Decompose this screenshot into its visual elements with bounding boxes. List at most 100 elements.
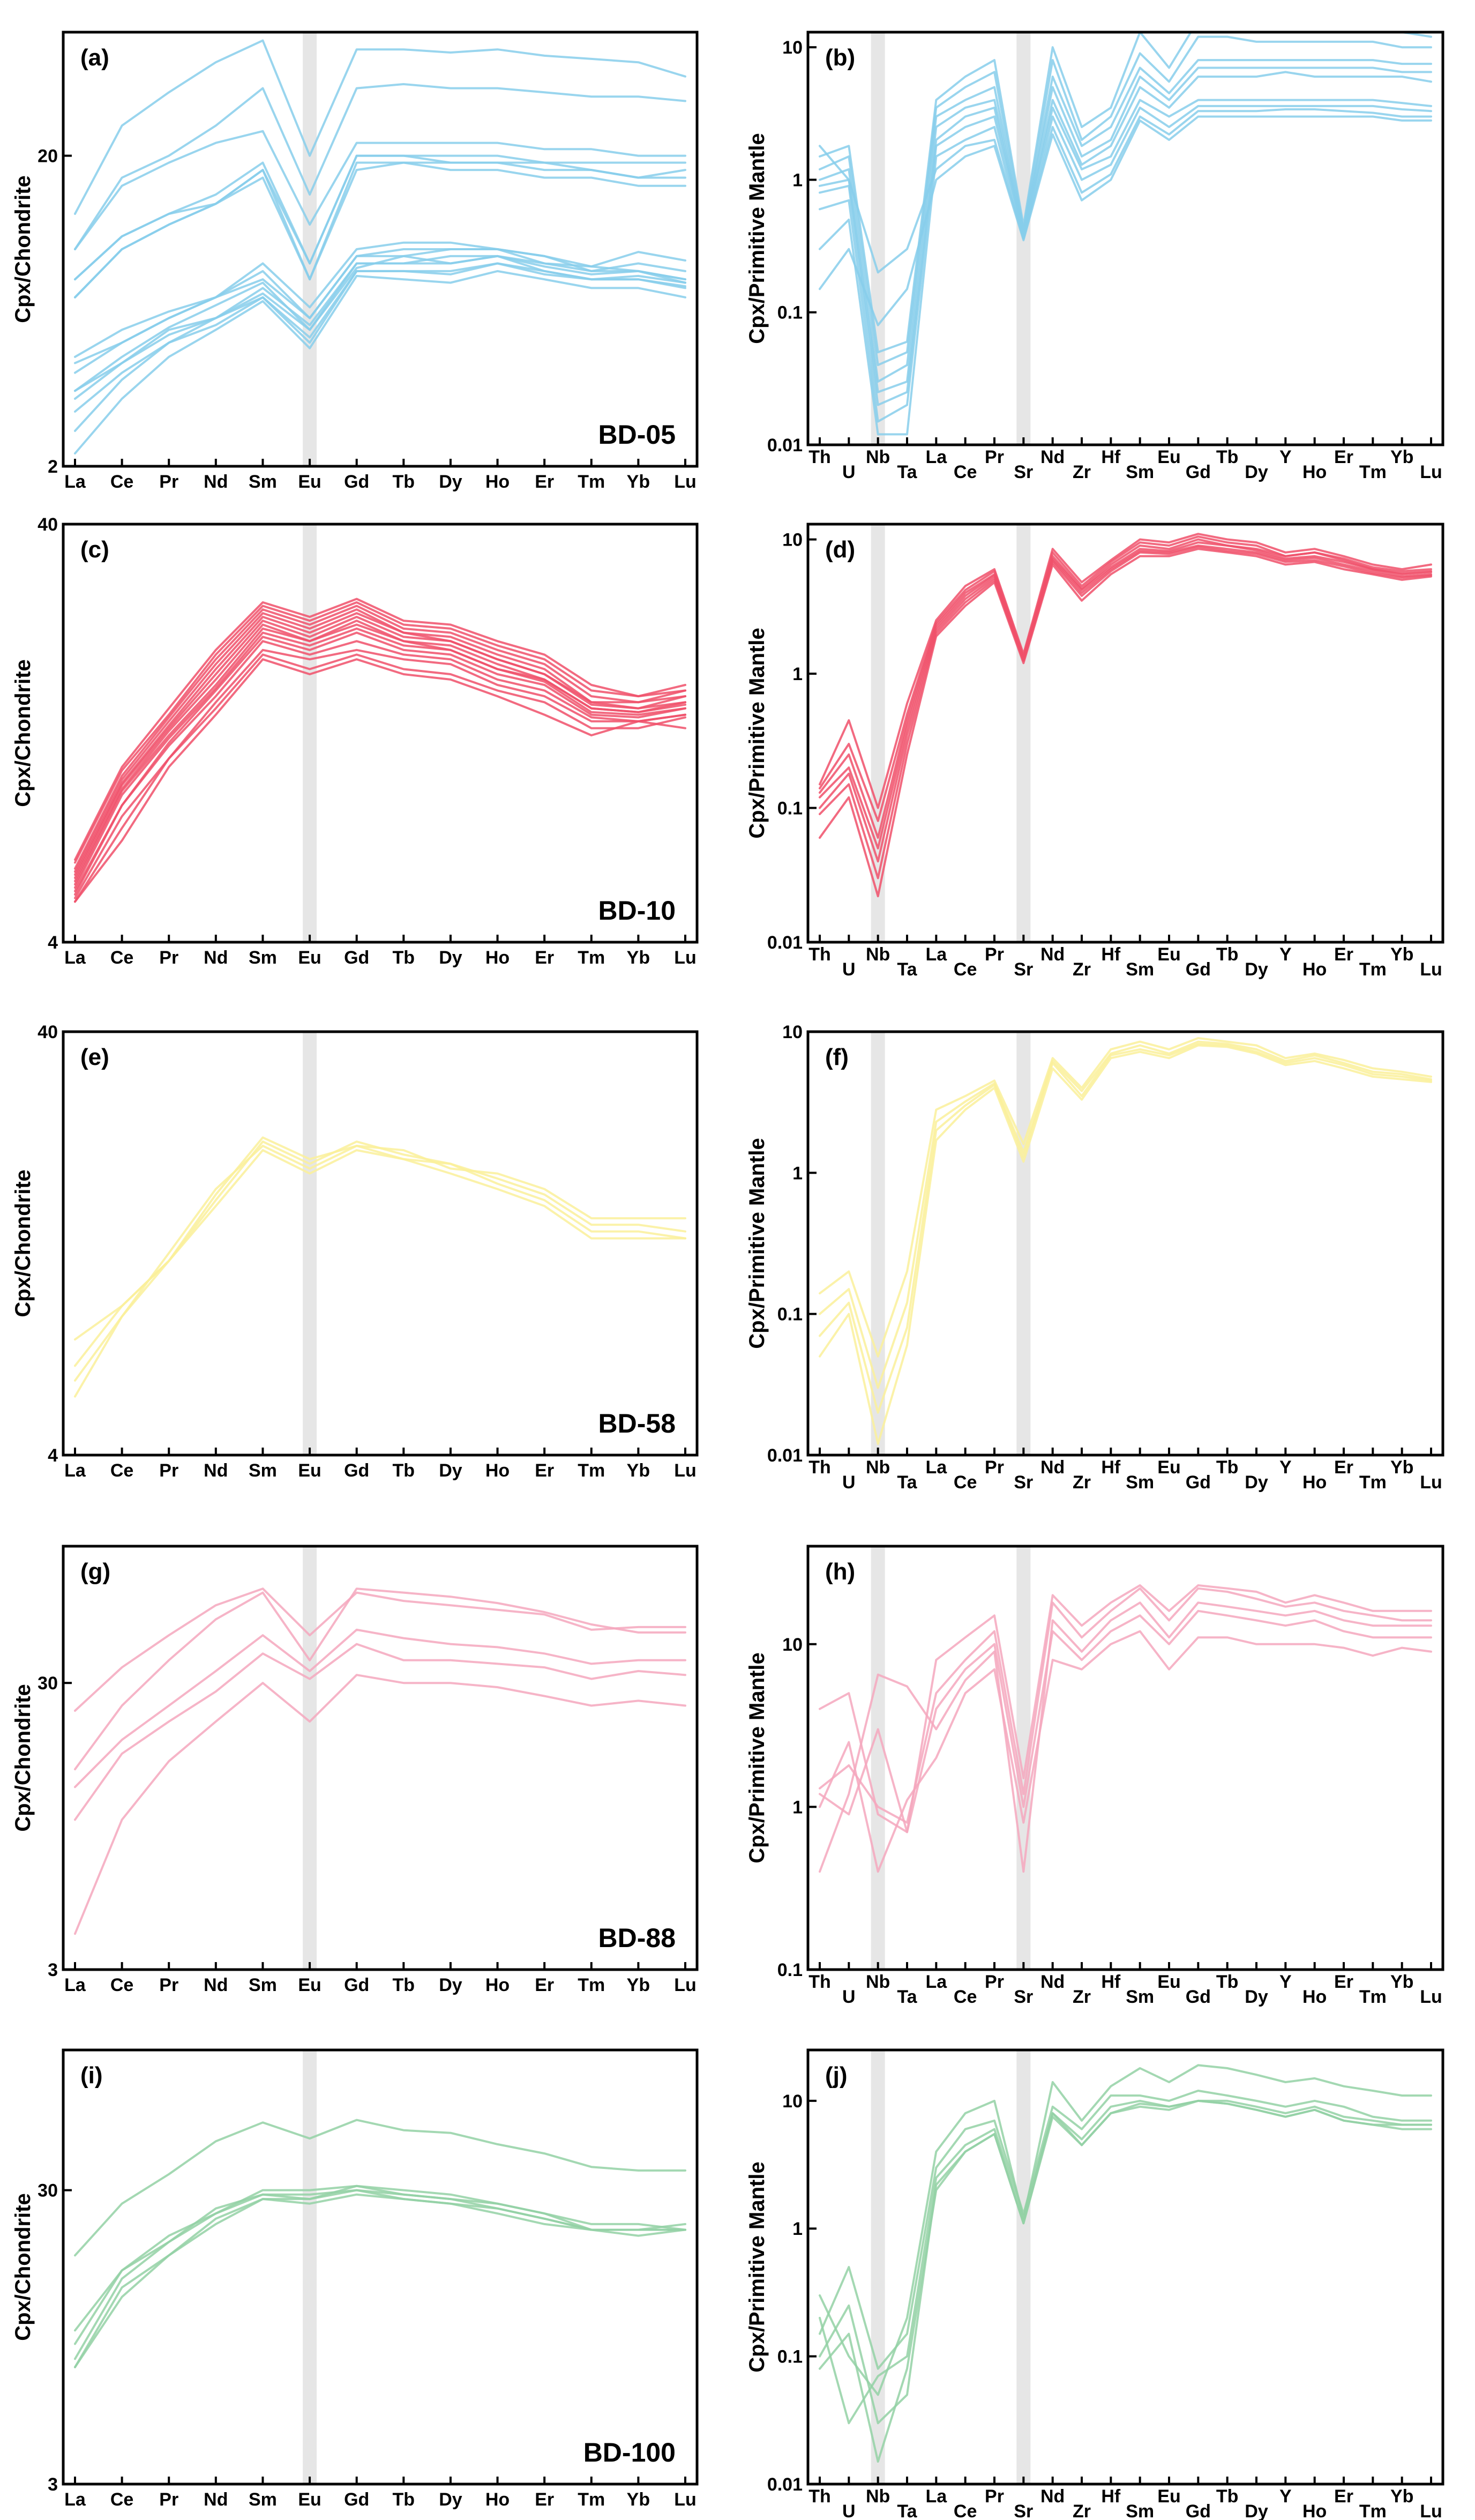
series-line-c-13 xyxy=(74,653,686,903)
plot-frame-b xyxy=(806,31,1444,446)
x-tick-label-c-lu: Lu xyxy=(674,948,697,968)
x-tick-label-i-tb: Tb xyxy=(393,2489,415,2510)
x-tick-label-e-lu: Lu xyxy=(674,1460,697,1481)
series-line-a-15 xyxy=(74,262,686,432)
x-tick-label-h-zr: Zr xyxy=(1073,1987,1091,2007)
x-tick-label-b-yb: Yb xyxy=(1390,447,1413,467)
y-tick-label-j-1: 0.1 xyxy=(777,2347,803,2367)
x-tick-label-h-ta: Ta xyxy=(897,1987,917,2007)
x-tick-label-e-ce: Ce xyxy=(110,1460,133,1481)
x-tick-label-j-er: Er xyxy=(1334,2486,1353,2507)
series-line-h-4 xyxy=(819,1630,1432,1873)
x-tick-label-b-nb: Nb xyxy=(866,447,890,467)
x-tick-label-b-th: Th xyxy=(808,447,831,467)
y-tick-label-d-0: 0.01 xyxy=(767,933,803,953)
x-tick-label-a-ho: Ho xyxy=(485,472,510,492)
y-tick-label-b-3: 10 xyxy=(782,38,803,58)
y-tick-label-f-3: 10 xyxy=(782,1022,803,1042)
sample-label-c: BD-10 xyxy=(598,896,676,926)
x-tick-label-f-tb: Tb xyxy=(1216,1457,1239,1478)
x-tick-label-b-zr: Zr xyxy=(1073,462,1091,482)
x-tick-label-d-gd: Gd xyxy=(1186,959,1211,980)
x-tick-label-c-pr: Pr xyxy=(159,948,178,968)
x-tick-label-j-sm: Sm xyxy=(1126,2501,1154,2520)
x-tick-label-c-yb: Yb xyxy=(627,948,650,968)
x-tick-label-h-lu: Lu xyxy=(1420,1987,1442,2007)
series-line-a-1 xyxy=(74,39,686,215)
x-tick-label-g-ce: Ce xyxy=(110,1975,133,1995)
series-line-f-4 xyxy=(819,1044,1432,1445)
x-tick-label-f-th: Th xyxy=(808,1457,831,1478)
x-tick-label-j-th: Th xyxy=(808,2486,831,2507)
series-line-j-3 xyxy=(819,2099,1432,2425)
series-line-i-1 xyxy=(74,2119,686,2257)
y-tick-label-h-0: 0.1 xyxy=(777,1960,803,1980)
series-line-a-8 xyxy=(74,241,686,358)
x-tick-label-f-eu: Eu xyxy=(1157,1457,1180,1478)
plot-frame-d xyxy=(806,523,1444,944)
x-tick-label-a-pr: Pr xyxy=(159,472,178,492)
y-tick-label-d-1: 0.1 xyxy=(777,799,803,819)
x-tick-label-f-dy: Dy xyxy=(1245,1472,1268,1493)
x-tick-label-f-sm: Sm xyxy=(1126,1472,1154,1493)
series-line-c-3 xyxy=(74,605,686,870)
x-tick-label-i-eu: Eu xyxy=(298,2489,321,2510)
y-axis-label-g: Cpx/Chondrite xyxy=(11,1684,35,1832)
y-axis-label-f: Cpx/Primitive Mantle xyxy=(745,1138,769,1348)
x-tick-label-b-gd: Gd xyxy=(1186,462,1211,482)
series-line-e-4 xyxy=(74,1145,686,1398)
x-tick-label-i-sm: Sm xyxy=(249,2489,277,2510)
series-group-b xyxy=(819,32,1432,436)
series-line-b-6 xyxy=(819,99,1432,423)
x-tick-label-i-nd: Nd xyxy=(204,2489,228,2510)
series-line-h-3 xyxy=(819,1601,1432,1873)
x-tick-label-c-tm: Tm xyxy=(578,948,605,968)
series-line-d-6 xyxy=(819,546,1432,879)
series-line-c-11 xyxy=(74,640,686,896)
x-tick-label-g-dy: Dy xyxy=(439,1975,462,1995)
x-tick-label-e-nd: Nd xyxy=(204,1460,228,1481)
sample-label-e: BD-58 xyxy=(598,1408,676,1438)
x-tick-label-e-er: Er xyxy=(535,1460,554,1481)
panel-label-b: (b) xyxy=(825,44,855,71)
series-line-b-3 xyxy=(819,59,1432,383)
x-tick-label-h-u: U xyxy=(842,1987,856,2007)
y-tick-label-c-1: 40 xyxy=(38,515,58,535)
sample-label-i: BD-100 xyxy=(583,2437,676,2467)
x-tick-label-h-sr: Sr xyxy=(1014,1987,1033,2007)
plot-frame-j xyxy=(806,2048,1444,2486)
x-tick-label-c-ce: Ce xyxy=(110,948,133,968)
x-tick-label-f-y: Y xyxy=(1279,1457,1292,1478)
x-tick-label-b-tb: Tb xyxy=(1216,447,1239,467)
x-tick-label-a-tb: Tb xyxy=(393,472,415,492)
x-tick-label-e-dy: Dy xyxy=(439,1460,462,1481)
highlight-band-eu xyxy=(303,2050,317,2484)
series-line-a-10 xyxy=(74,248,686,374)
highlight-band-nb xyxy=(871,1546,885,1970)
x-tick-label-b-sm: Sm xyxy=(1126,462,1154,482)
x-tick-label-d-lu: Lu xyxy=(1420,959,1442,980)
panel-label-h: (h) xyxy=(825,1559,855,1585)
x-tick-label-e-pr: Pr xyxy=(159,1460,178,1481)
x-tick-label-i-yb: Yb xyxy=(627,2489,650,2510)
series-line-d-5 xyxy=(819,545,1432,863)
x-tick-label-e-eu: Eu xyxy=(298,1460,321,1481)
x-tick-label-i-tm: Tm xyxy=(578,2489,605,2510)
series-line-h-1 xyxy=(819,1584,1432,1833)
x-tick-label-b-la: La xyxy=(925,447,947,467)
x-tick-label-d-nd: Nd xyxy=(1040,944,1065,965)
y-axis-label-e: Cpx/Chondrite xyxy=(11,1169,35,1317)
series-group-g xyxy=(74,1587,686,1935)
x-tick-label-e-sm: Sm xyxy=(249,1460,277,1481)
highlight-band-sr xyxy=(1016,2050,1031,2484)
panel-label-c: (c) xyxy=(80,536,109,563)
series-line-b-1 xyxy=(819,32,1432,354)
chart-panel-i: La Ce Pr Nd Sm Eu Gd Tb Dy Ho Er Tm Yb Lu 3 30Cpx/Chond… xyxy=(11,2048,699,2510)
y-tick-label-h-1: 1 xyxy=(792,1797,803,1817)
x-tick-label-a-tm: Tm xyxy=(578,472,605,492)
series-group-a xyxy=(74,39,686,454)
x-tick-label-f-ce: Ce xyxy=(954,1472,977,1493)
y-tick-label-i-1: 30 xyxy=(38,2181,58,2201)
x-tick-label-i-er: Er xyxy=(535,2489,554,2510)
